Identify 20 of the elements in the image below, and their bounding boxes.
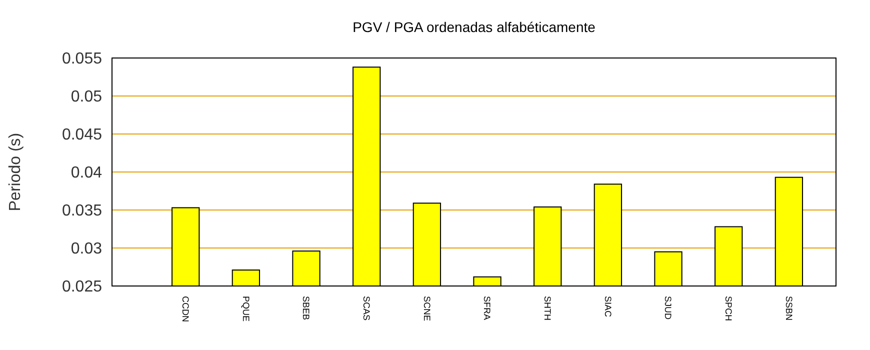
x-tick-label: SJUD — [663, 296, 674, 320]
y-tick-label: 0.04 — [70, 164, 102, 182]
y-axis-title: Periodo (s) — [7, 132, 24, 212]
x-tick-label: SIAC — [602, 296, 613, 318]
x-tick-label: SCNE — [422, 296, 432, 322]
x-tick-label: SPCH — [723, 296, 734, 322]
x-tick-label: PQUE — [240, 296, 251, 322]
y-tick-label: 0.03 — [70, 240, 102, 258]
x-tick-label: CCDN — [180, 296, 190, 322]
chart-title: PGV / PGA ordenadas alfabéticamente — [352, 19, 596, 35]
y-tick-label: 0.035 — [62, 202, 102, 220]
y-tick-label: 0.045 — [62, 126, 102, 144]
y-tick-label: 0.055 — [62, 50, 102, 68]
y-tick-label: 0.025 — [62, 278, 102, 296]
x-tick-label: SCAS — [361, 296, 372, 321]
x-tick-label: SBEB — [301, 296, 312, 320]
x-tick-label: SFRA — [482, 296, 492, 320]
x-tick-label: SSBN — [784, 296, 794, 321]
x-tick-label: SHTH — [542, 296, 552, 320]
y-tick-label: 0.05 — [70, 88, 102, 106]
